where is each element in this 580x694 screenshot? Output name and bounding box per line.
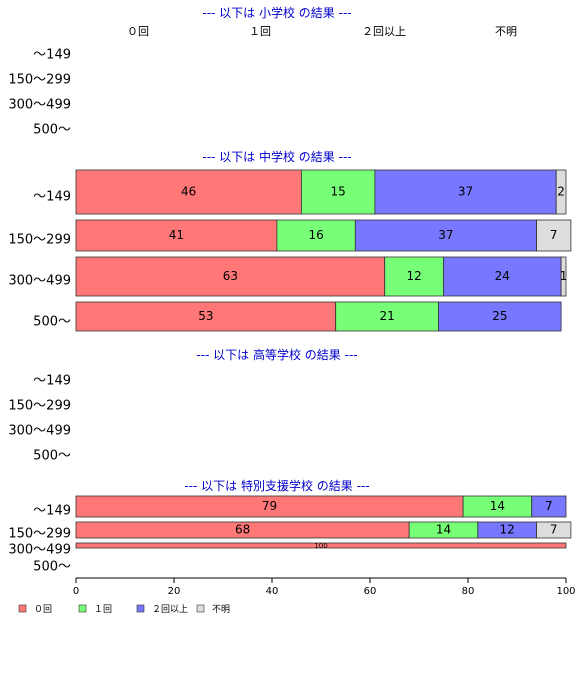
bar-segment [536,219,572,252]
legend-label: 不明 [212,604,230,615]
data-label: 46 [181,185,196,199]
category-label: 150～299 [8,233,71,248]
category-label: 150～299 [8,73,71,88]
bar-segment [300,169,376,215]
category-label: 500～ [33,315,71,330]
category-label: 150～299 [8,399,71,414]
legend-swatch [136,604,145,613]
category-label: 300～499 [8,424,71,439]
data-label: 37 [458,185,473,199]
data-label: 68 [235,523,250,537]
column-header-label: ２回以上 [362,25,406,38]
bar-segment [374,169,557,215]
data-label: 15 [331,185,346,199]
category-label: 300～499 [8,98,71,113]
bar-segment [531,495,567,518]
data-label: 25 [492,309,507,323]
legend-swatch [196,604,205,613]
data-label: 79 [262,499,277,513]
legend-swatch [18,604,27,613]
bar-segment [75,256,386,297]
x-tick-label: 40 [266,586,279,597]
panel-title: --- 以下は 小学校 の結果 --- [202,5,351,20]
panel-title: --- 以下は 中学校 の結果 --- [202,149,351,164]
legend-swatch [78,604,87,613]
data-label: 7 [550,228,558,242]
category-label: 500～ [33,449,71,464]
x-tick-label: 60 [364,586,377,597]
data-label: 12 [500,523,515,537]
data-label: 24 [495,269,510,283]
bar-segment [354,219,537,252]
legend-label: １回 [94,604,112,615]
category-label: ～149 [33,374,71,389]
legend-label: ２回以上 [152,604,188,615]
data-label: 37 [438,228,453,242]
data-label: 63 [223,269,238,283]
bar-segment [560,256,567,297]
category-label: ～149 [33,48,71,63]
data-label: 1 [560,269,568,283]
category-label: 500～ [33,123,71,138]
column-header-label: ０回 [127,25,149,38]
x-tick-label: 80 [462,586,475,597]
panel-title: --- 以下は 特別支援学校 の結果 --- [184,478,369,493]
bar-segment [438,301,562,332]
data-label: 41 [169,228,184,242]
category-label: 300～499 [8,543,71,558]
bar-segment [276,219,356,252]
bar-segment [384,256,444,297]
x-tick-label: 20 [168,586,181,597]
data-label: 53 [198,309,213,323]
bar-segment [75,542,567,549]
x-tick-label: 0 [73,586,79,597]
legend-label: ０回 [34,604,52,615]
bar-segment [555,169,567,215]
data-label: 7 [545,499,553,513]
column-header-label: 不明 [495,25,517,38]
column-header-label: １回 [249,25,271,38]
data-label: 14 [436,523,451,537]
category-label: ～149 [33,190,71,205]
bar-segment [75,169,302,215]
category-label: ～149 [33,504,71,519]
x-tick-label: 100 [556,586,575,597]
category-label: 500～ [33,560,71,575]
bar-segment [335,301,440,332]
data-label: 16 [308,228,323,242]
data-label: 7 [550,523,558,537]
bar-segment [75,301,337,332]
data-label: 21 [380,309,395,323]
panel-title: --- 以下は 高等学校 の結果 --- [196,347,357,362]
bar-segment [536,521,572,539]
category-label: 300～499 [8,274,71,289]
data-label: 100 [314,542,327,550]
data-label: 2 [557,185,565,199]
bar-segment [443,256,562,297]
category-label: 150～299 [8,527,71,542]
data-label: 14 [490,499,505,513]
data-label: 12 [406,269,421,283]
